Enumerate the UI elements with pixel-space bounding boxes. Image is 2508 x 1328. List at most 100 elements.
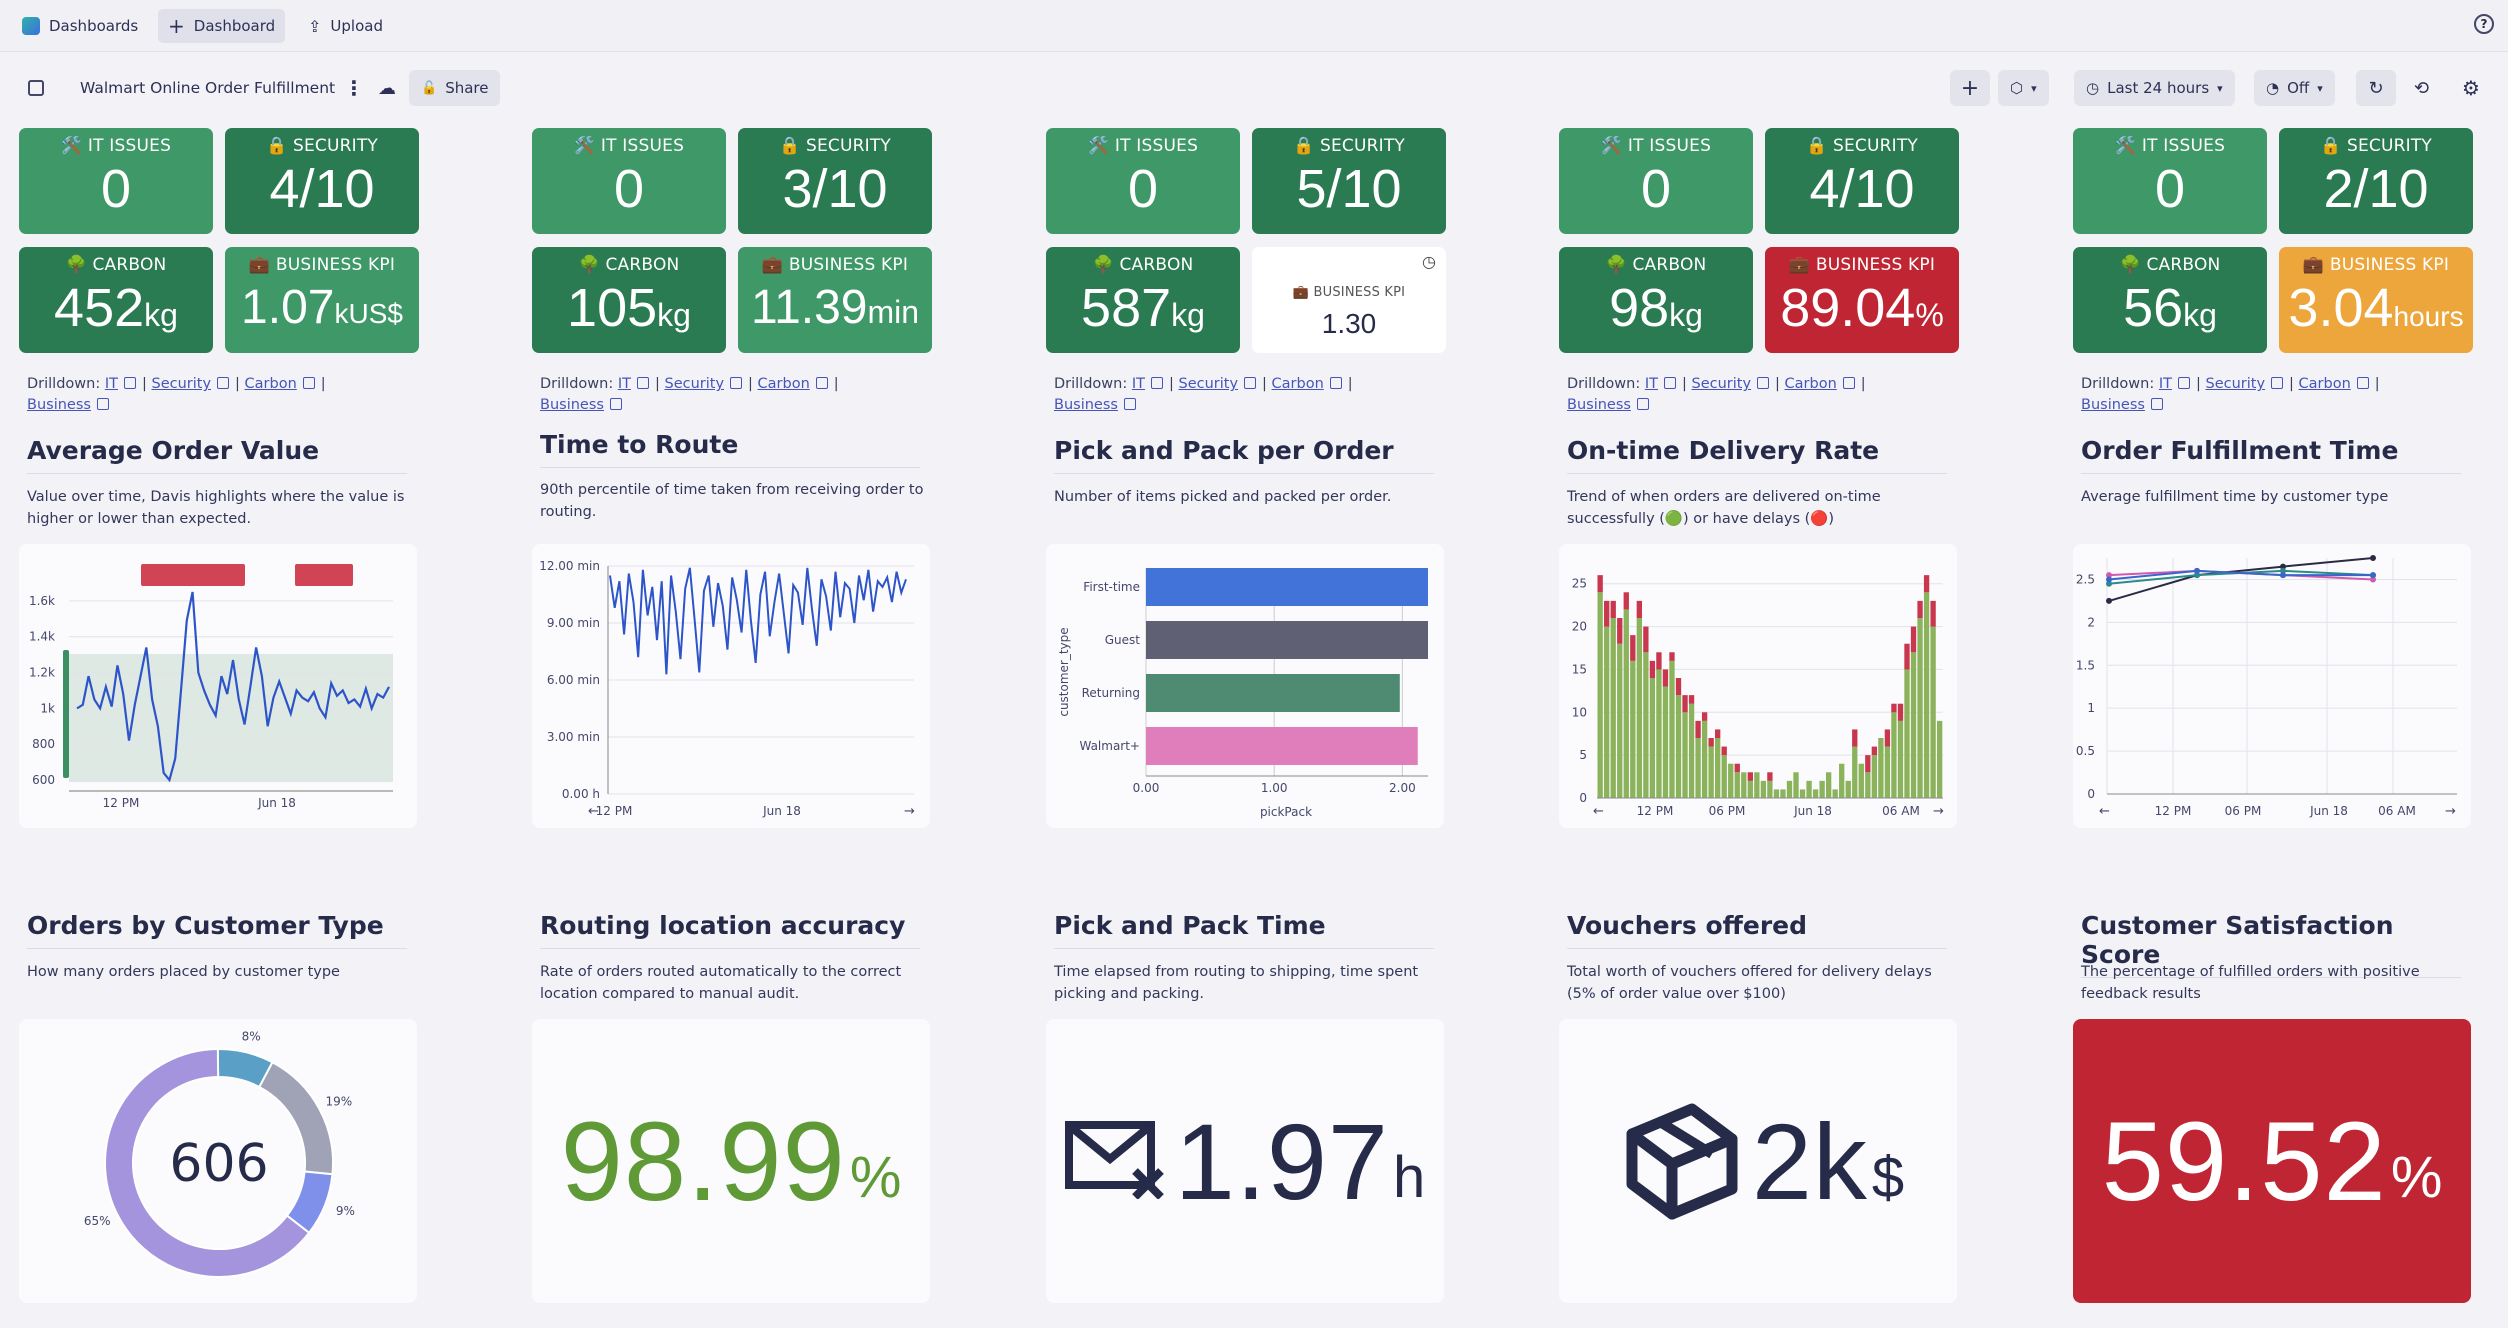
business-kpi-tile[interactable]: 💼 BUSINESS KPI 11.39min (738, 247, 932, 353)
bar-on-time[interactable] (1649, 678, 1656, 798)
pan-right-icon[interactable]: → (904, 804, 915, 819)
pan-left-icon[interactable]: ← (2099, 804, 2110, 819)
bar-on-time[interactable] (1675, 695, 1682, 798)
bar-delay[interactable] (1649, 660, 1656, 678)
bar-delay[interactable] (1852, 729, 1858, 747)
business-kpi-tile[interactable]: 💼 BUSINESS KPI 1.07kUS$ (225, 247, 419, 353)
more-options-icon[interactable]: ⋮ (344, 76, 364, 100)
business-kpi-tile[interactable]: 💼 BUSINESS KPI 3.04hours (2279, 247, 2473, 353)
pan-left-icon[interactable]: ← (588, 804, 599, 819)
bar-delay[interactable] (1923, 575, 1930, 593)
series-point[interactable] (2280, 572, 2286, 579)
bar-on-time[interactable] (1610, 618, 1616, 798)
bar-delay[interactable] (1688, 695, 1695, 704)
security-tile[interactable]: 🔒 SECURITY 4/10 (225, 128, 419, 234)
bar-on-time[interactable] (1623, 609, 1629, 798)
bar-on-time[interactable] (1773, 789, 1780, 798)
bar-on-time[interactable] (1930, 626, 1936, 798)
security-tile[interactable]: 🔒 SECURITY 3/10 (738, 128, 932, 234)
bar[interactable] (1146, 727, 1418, 765)
vouchers-card[interactable]: 2k $ (1559, 1019, 1957, 1303)
drilldown-link-carbon[interactable]: Carbon (757, 376, 810, 392)
bar-delay[interactable] (1715, 729, 1721, 738)
series-point[interactable] (2370, 572, 2376, 579)
series-line[interactable] (2108, 569, 2373, 581)
bar-on-time[interactable] (1715, 738, 1721, 798)
bar-on-time[interactable] (1852, 746, 1858, 798)
bar-on-time[interactable] (1936, 720, 1943, 798)
bar-on-time[interactable] (1799, 789, 1806, 798)
series-point[interactable] (2280, 567, 2286, 574)
business-kpi-tile[interactable]: 💼 BUSINESS KPI 89.04% (1765, 247, 1959, 353)
it-issues-tile[interactable]: 🛠️ IT ISSUES 0 (1046, 128, 1240, 234)
bar-on-time[interactable] (1845, 780, 1851, 798)
bar-on-time[interactable] (1695, 738, 1701, 798)
bar-on-time[interactable] (1871, 755, 1878, 798)
it-issues-tile[interactable]: 🛠️ IT ISSUES 0 (2073, 128, 2267, 234)
bar-on-time[interactable] (1858, 763, 1864, 798)
routing-accuracy-card[interactable]: 98.99% (532, 1019, 930, 1303)
drilldown-link-it[interactable]: IT (1131, 376, 1145, 392)
bar-on-time[interactable] (1904, 669, 1910, 798)
bar-delay[interactable] (1643, 626, 1649, 653)
bar-on-time[interactable] (1910, 652, 1917, 798)
bar-delay[interactable] (1630, 635, 1636, 661)
bar-on-time[interactable] (1839, 763, 1845, 798)
bar-on-time[interactable] (1825, 772, 1832, 798)
bar-on-time[interactable] (1884, 746, 1891, 798)
drilldown-link-it[interactable]: IT (104, 376, 118, 392)
bar-on-time[interactable] (1767, 780, 1773, 798)
bar-on-time[interactable] (1604, 626, 1610, 798)
settings-gear-icon[interactable]: ⚙ (2462, 76, 2480, 100)
bar-on-time[interactable] (1688, 703, 1695, 798)
cloud-sync-icon[interactable]: ☁ (378, 77, 396, 99)
drilldown-link-security[interactable]: Security (664, 376, 725, 392)
it-issues-tile[interactable]: 🛠️ IT ISSUES 0 (532, 128, 726, 234)
new-dashboard-tab[interactable]: + Dashboard (158, 9, 286, 43)
bar-delay[interactable] (1617, 618, 1623, 644)
bar-on-time[interactable] (1708, 746, 1714, 798)
upload-button[interactable]: ⇪ Upload (298, 9, 393, 43)
bar-delay[interactable] (1636, 600, 1642, 618)
sidebar-toggle-icon[interactable] (28, 70, 44, 106)
bar-delay[interactable] (1865, 755, 1871, 773)
history-icon[interactable]: ⟲ (2414, 77, 2430, 99)
bar-delay[interactable] (1701, 712, 1708, 721)
security-tile[interactable]: 🔒 SECURITY 4/10 (1765, 128, 1959, 234)
series-line[interactable] (609, 567, 907, 675)
it-issues-tile[interactable]: 🛠️ IT ISSUES 0 (1559, 128, 1753, 234)
bar[interactable] (1146, 568, 1428, 606)
carbon-tile[interactable]: 🌳 CARBON 98kg (1559, 247, 1753, 353)
bar-on-time[interactable] (1728, 763, 1734, 798)
bar-delay[interactable] (1884, 729, 1891, 747)
bar-on-time[interactable] (1682, 712, 1688, 798)
bar-delay[interactable] (1897, 703, 1904, 721)
bar-delay[interactable] (1910, 626, 1917, 653)
refresh-icon[interactable]: ↻ (2356, 70, 2396, 106)
bar-on-time[interactable] (1891, 712, 1897, 798)
bar-delay[interactable] (1695, 720, 1701, 738)
bar-on-time[interactable] (1734, 772, 1740, 798)
pan-right-icon[interactable]: → (1933, 804, 1944, 819)
customer-satisfaction-card[interactable]: 59.52% (2073, 1019, 2471, 1303)
bar-on-time[interactable] (1760, 780, 1767, 798)
bar-delay[interactable] (1682, 695, 1688, 713)
bar-on-time[interactable] (1754, 772, 1760, 798)
bar-delay[interactable] (1721, 746, 1727, 756)
dashboards-nav[interactable]: Dashboards (12, 9, 148, 43)
segments-button[interactable]: ⬡ ▾ (1998, 70, 2049, 106)
bar-delay[interactable] (1656, 652, 1662, 670)
bar-on-time[interactable] (1819, 780, 1825, 798)
drilldown-link-it[interactable]: IT (2158, 376, 2172, 392)
on-time-delivery-chart[interactable]: 0 5 10 15 20 25 12 PM 06 PM Jun 18 06 AM ← → (1559, 544, 1957, 828)
auto-refresh-selector[interactable]: ◔ Off ▾ (2254, 70, 2335, 106)
orders-by-customer-type-chart[interactable]: 8% 19% 9% 65% 606 (19, 1019, 417, 1303)
drilldown-link-it[interactable]: IT (617, 376, 631, 392)
bar-delay[interactable] (1767, 772, 1773, 781)
drilldown-link-carbon[interactable]: Carbon (2298, 376, 2351, 392)
bar-delay[interactable] (1669, 652, 1675, 661)
drilldown-link-business[interactable]: Business (27, 397, 91, 413)
bar-on-time[interactable] (1806, 780, 1812, 798)
bar-on-time[interactable] (1897, 720, 1904, 798)
bar-delay[interactable] (1610, 600, 1616, 618)
